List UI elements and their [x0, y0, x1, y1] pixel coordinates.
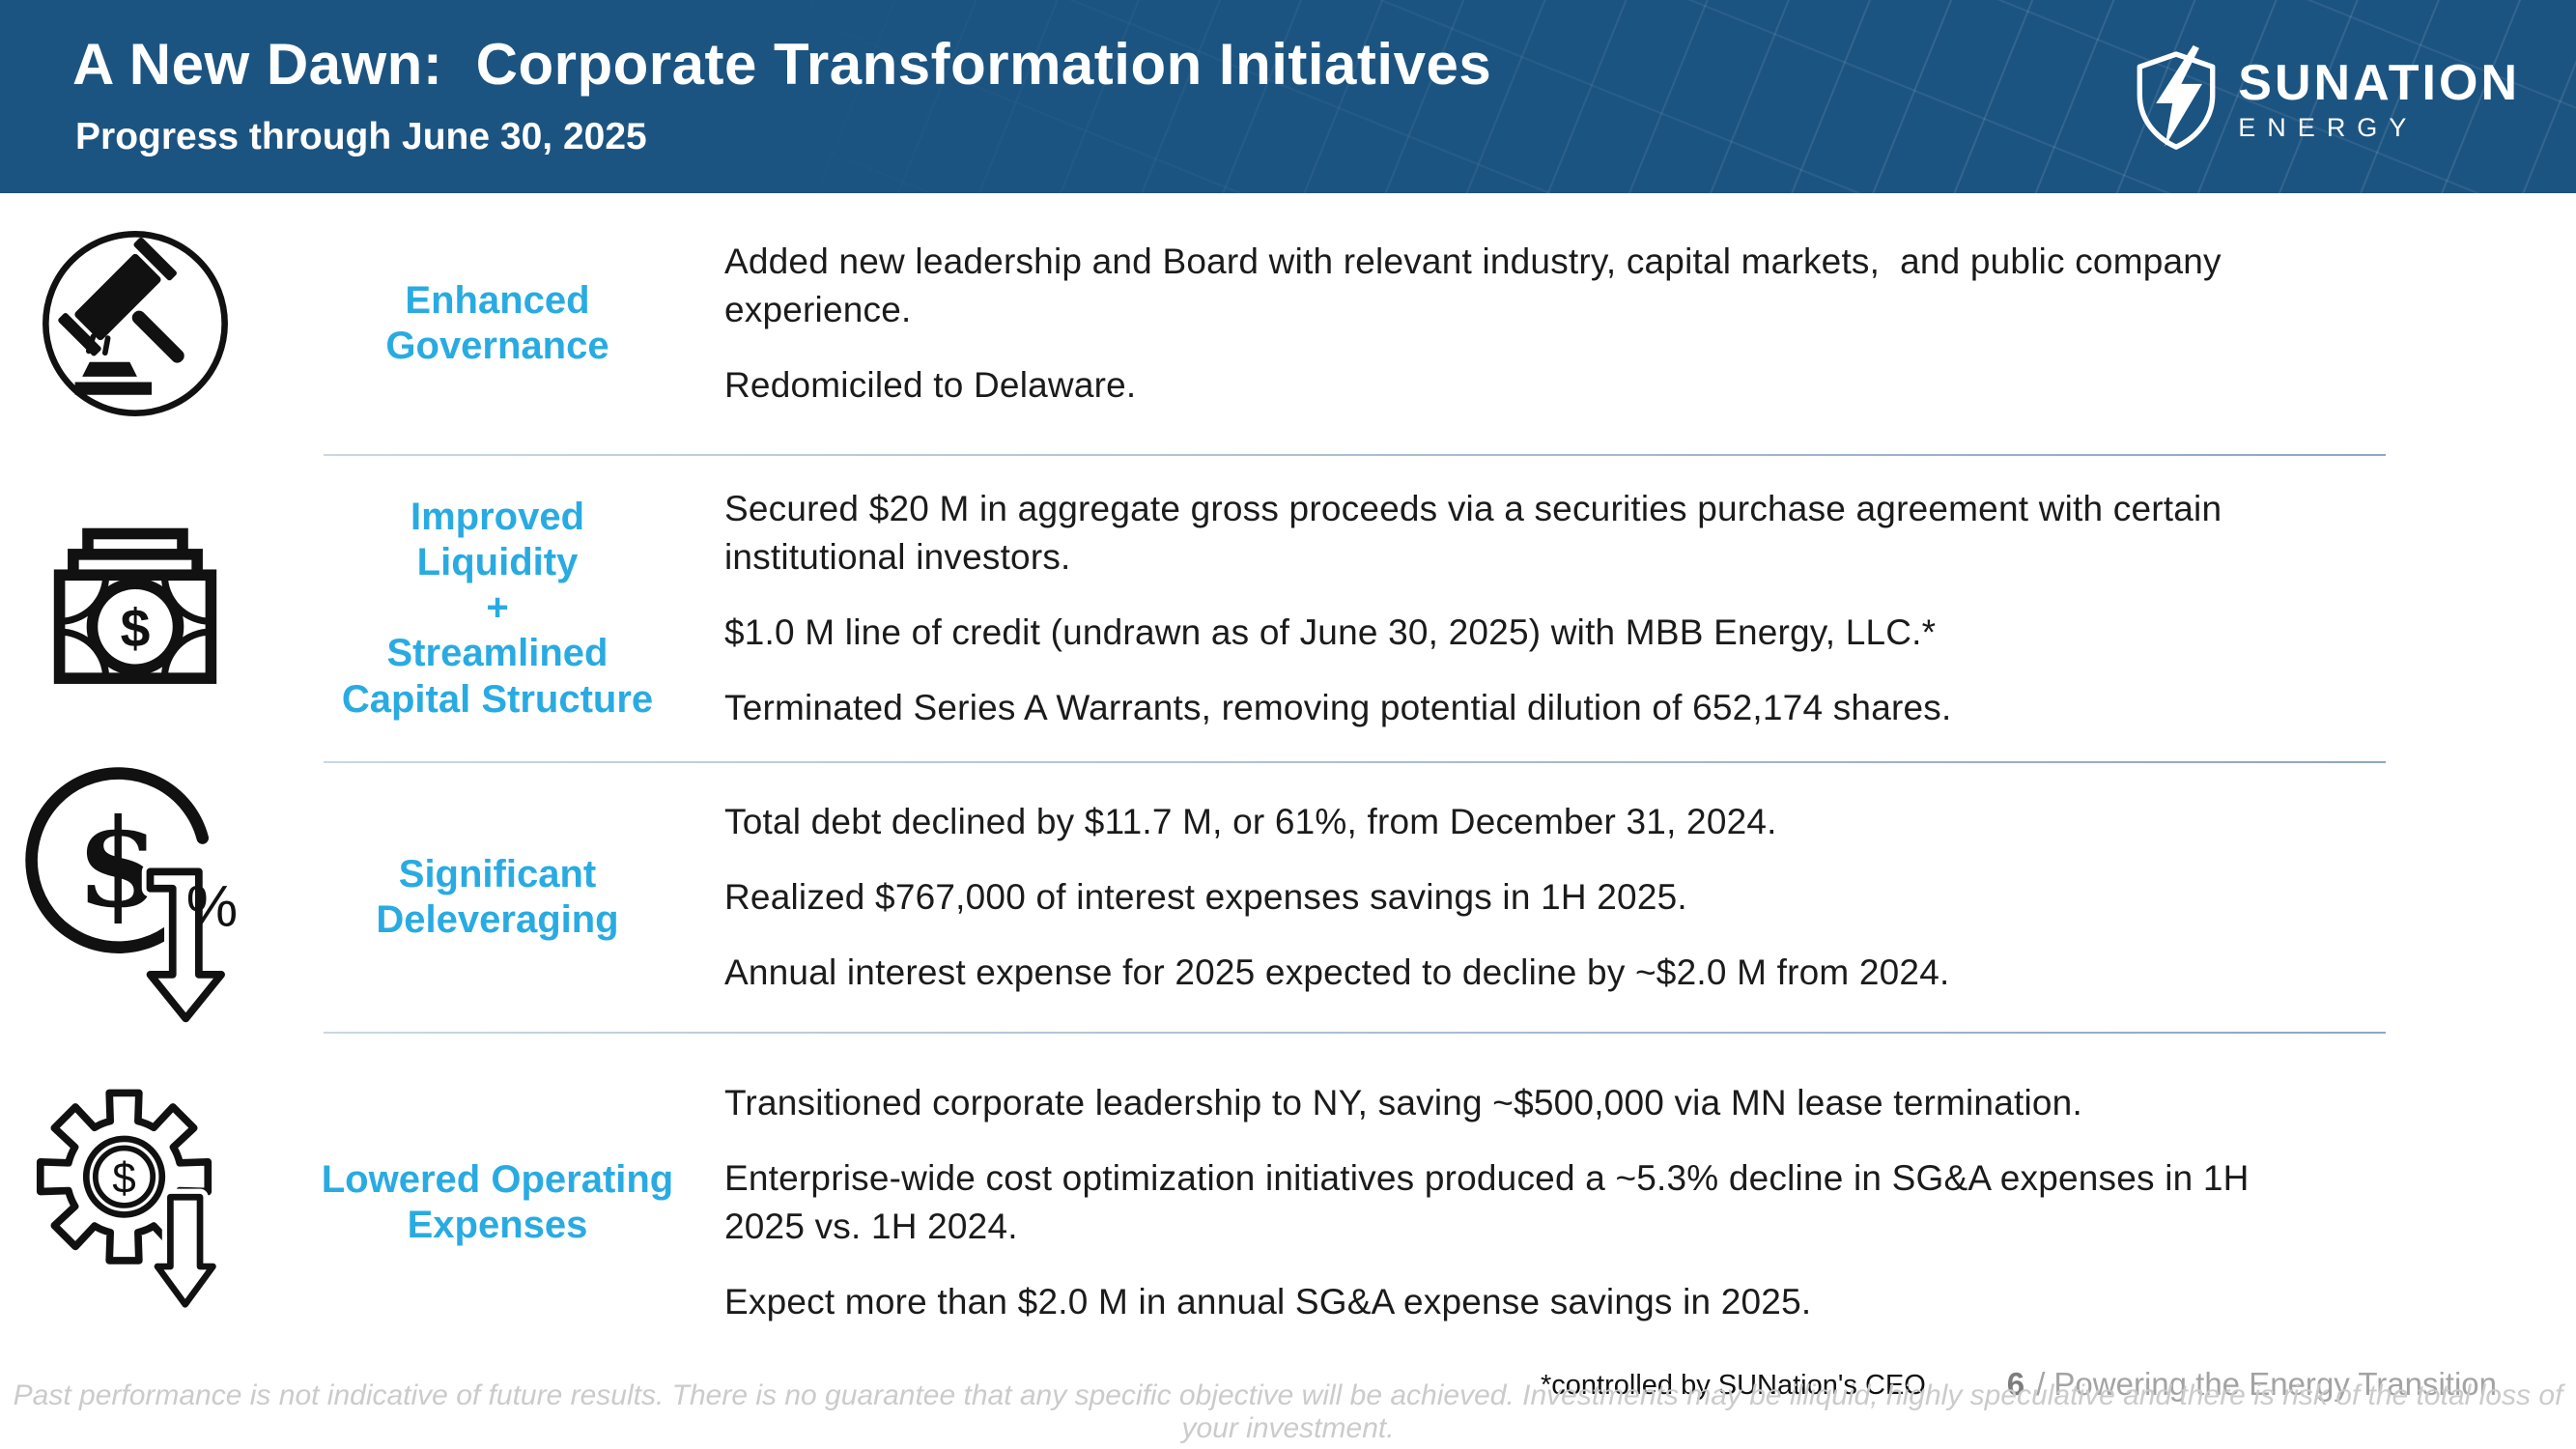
svg-text:$: $	[121, 598, 151, 658]
page-title: A New Dawn: Corporate Transformation Ini…	[72, 32, 1492, 97]
svg-text:%: %	[186, 873, 238, 938]
page-info: 6 / Powering the Energy Transition	[2007, 1366, 2497, 1403]
logo-text: SUNATION ENERGY	[2238, 58, 2520, 141]
bullets-lowered-operating-expenses: Transitioned corporate leadership to NY,…	[724, 1034, 2337, 1372]
bullet: Enterprise-wide cost optimization initia…	[724, 1157, 2260, 1246]
logo-tag: ENERGY	[2238, 113, 2419, 142]
bullets-improved-liquidity: Secured $20 M in aggregate gross proceed…	[724, 456, 2337, 761]
page-number: 6	[2006, 1366, 2025, 1402]
shield-lightning-icon	[2128, 43, 2224, 156]
heading-improved-liquidity: Improved Liquidity + Streamlined Capital…	[341, 495, 654, 721]
bullet: Transitioned corporate leadership to NY,…	[724, 1082, 2082, 1122]
heading-enhanced-governance: Enhanced Governance	[385, 278, 609, 367]
row-improved-liquidity: $ Improved Liquidity + Streamlined Capit…	[0, 456, 2576, 761]
bullets-enhanced-governance: Added new leadership and Board with rele…	[724, 193, 2337, 454]
header-band: A New Dawn: Corporate Transformation Ini…	[0, 0, 2576, 193]
heading-significant-deleveraging: Significant Deleveraging	[376, 852, 619, 941]
logo-name: SUNATION	[2238, 55, 2520, 111]
divider	[324, 454, 2386, 456]
bullet: Realized $767,000 of interest expenses s…	[724, 876, 1687, 917]
gear-dollar-decrease-icon: $	[0, 1034, 270, 1372]
row-lowered-operating-expenses: $ Lowered Operating Expenses Transitione…	[0, 1034, 2576, 1372]
bullet: Expect more than $2.0 M in annual SG&A e…	[724, 1281, 1812, 1321]
bullet: Total debt declined by $11.7 M, or 61%, …	[724, 801, 1777, 841]
svg-text:$: $	[76, 791, 161, 934]
bullet: Terminated Series A Warrants, removing p…	[724, 687, 1952, 727]
bullets-significant-deleveraging: Total debt declined by $11.7 M, or 61%, …	[724, 763, 2337, 1032]
row-significant-deleveraging: $ % Significant Deleveraging Total debt …	[0, 763, 2576, 1032]
bullet: Redomiciled to Delaware.	[724, 364, 1137, 405]
cash-stack-icon: $	[0, 456, 270, 761]
page-subtitle: Progress through June 30, 2025	[75, 116, 647, 157]
footnote: *controlled by SUNation's CEO	[1541, 1370, 1926, 1401]
row-enhanced-governance: Enhanced Governance Added new leadership…	[0, 193, 2576, 454]
initiatives-list: Enhanced Governance Added new leadership…	[0, 193, 2576, 1372]
gavel-icon	[0, 193, 270, 454]
dollar-percent-decrease-icon: $ %	[0, 763, 270, 1032]
company-logo: SUNATION ENERGY	[2128, 43, 2520, 156]
footer-tagline: / Powering the Energy Transition	[2036, 1366, 2497, 1402]
bullet: Secured $20 M in aggregate gross proceed…	[724, 489, 2232, 577]
bullet: $1.0 M line of credit (undrawn as of Jun…	[724, 611, 1937, 652]
bullet: Added new leadership and Board with rele…	[724, 242, 2232, 330]
divider	[324, 1031, 2386, 1034]
svg-text:$: $	[112, 1155, 136, 1203]
bullet: Annual interest expense for 2025 expecte…	[724, 952, 1950, 992]
heading-lowered-operating-expenses: Lowered Operating Expenses	[321, 1157, 674, 1246]
divider	[324, 760, 2386, 763]
disclaimer: Past performance is not indicative of fu…	[13, 1379, 2563, 1444]
